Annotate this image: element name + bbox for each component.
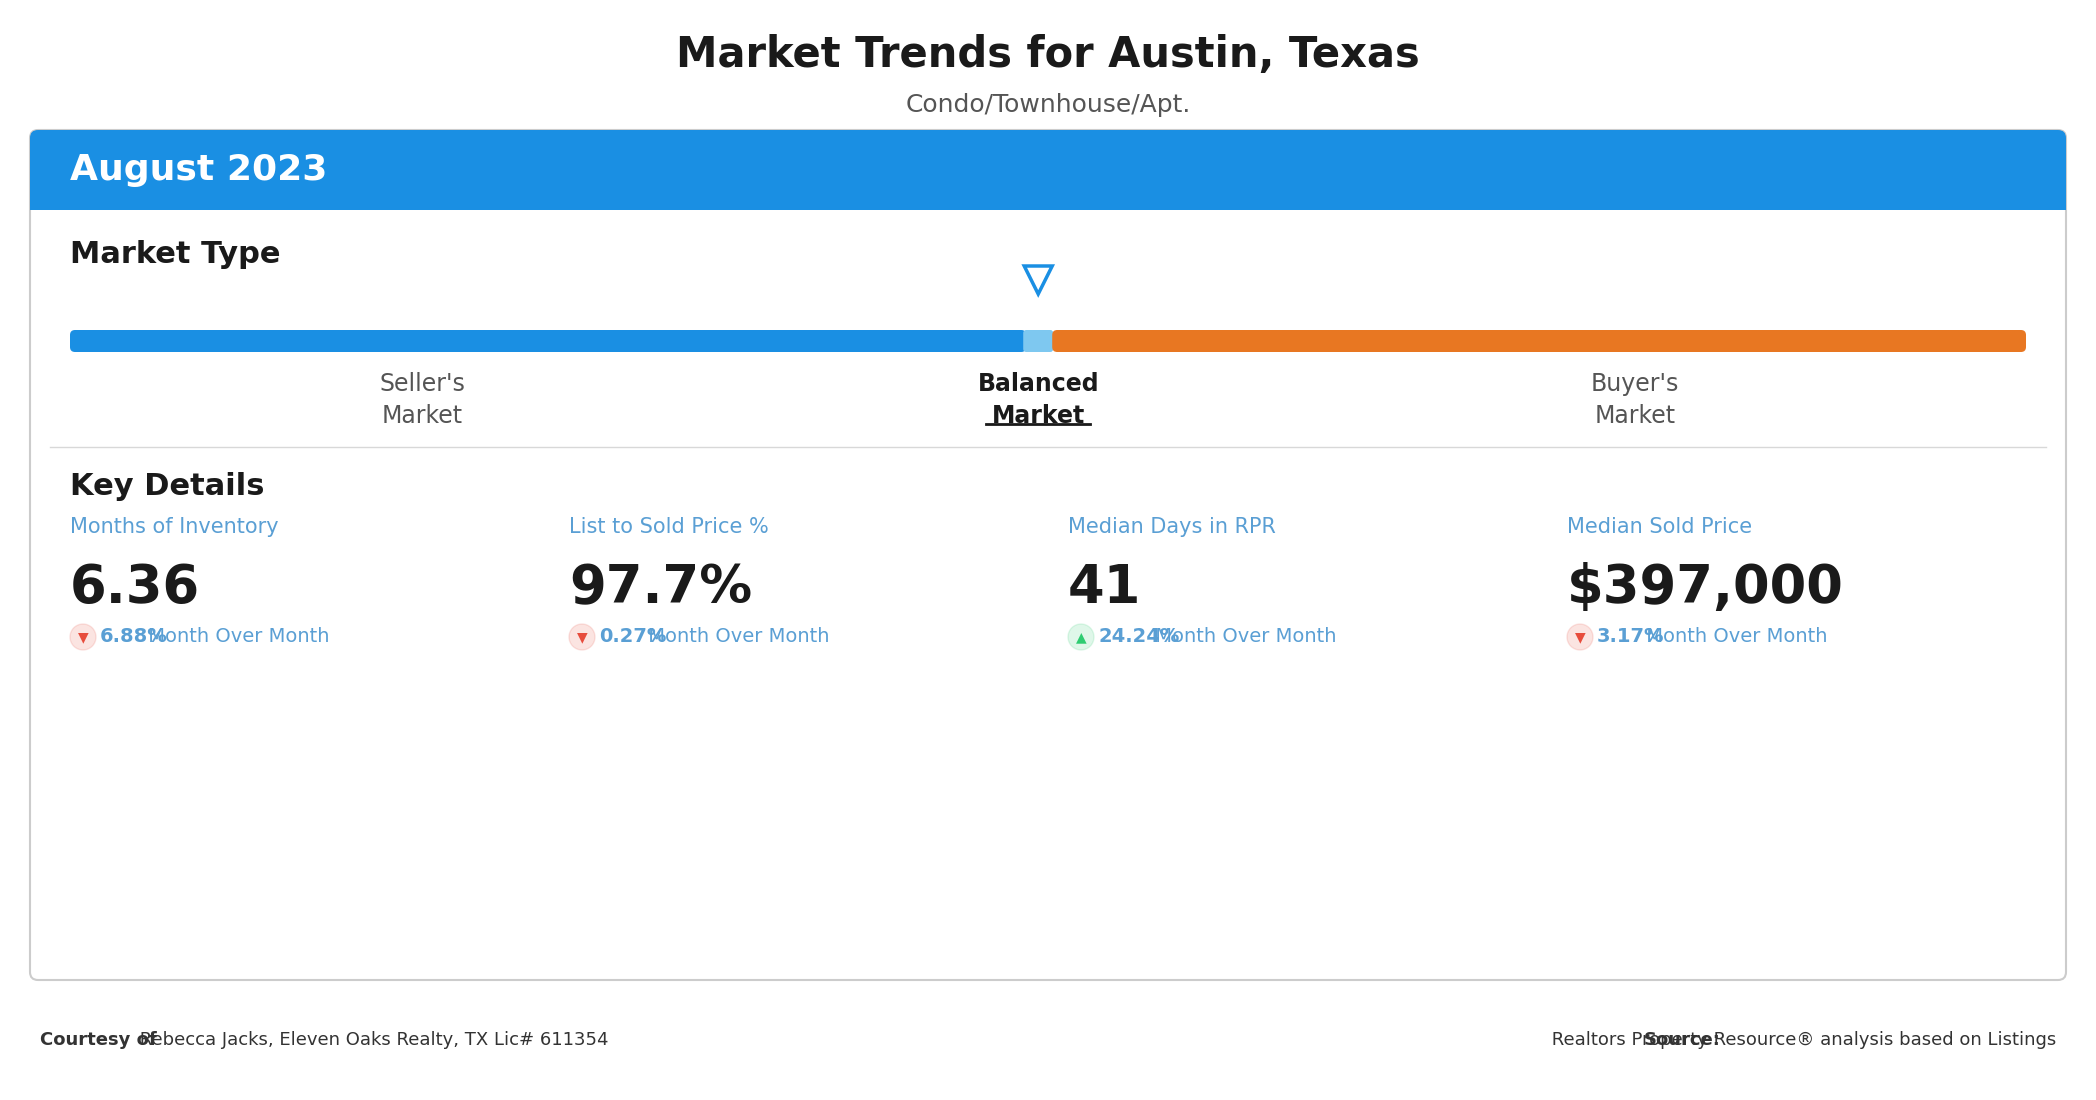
- Text: 6.36: 6.36: [69, 562, 201, 614]
- Text: 6.88%: 6.88%: [101, 627, 168, 647]
- Text: 97.7%: 97.7%: [568, 562, 752, 614]
- Text: Month Over Month: Month Over Month: [641, 627, 830, 647]
- Text: Month Over Month: Month Over Month: [1149, 627, 1337, 647]
- Text: Months of Inventory: Months of Inventory: [69, 517, 279, 537]
- Polygon shape: [1025, 266, 1052, 294]
- Text: 3.17%: 3.17%: [1597, 627, 1664, 647]
- Text: Condo/Townhouse/Apt.: Condo/Townhouse/Apt.: [905, 94, 1191, 117]
- Text: Key Details: Key Details: [69, 472, 264, 500]
- Text: Seller's
Market: Seller's Market: [379, 372, 465, 428]
- Text: ▲: ▲: [1075, 630, 1086, 644]
- Text: List to Sold Price %: List to Sold Price %: [568, 517, 769, 537]
- Text: 24.24%: 24.24%: [1098, 627, 1180, 647]
- FancyBboxPatch shape: [29, 130, 2067, 210]
- Circle shape: [69, 624, 96, 650]
- Text: Month Over Month: Month Over Month: [143, 627, 329, 647]
- Text: Buyer's
Market: Buyer's Market: [1591, 372, 1679, 428]
- Text: Market Trends for Austin, Texas: Market Trends for Austin, Texas: [677, 34, 1419, 76]
- Text: August 2023: August 2023: [69, 153, 327, 187]
- Text: 0.27%: 0.27%: [599, 627, 667, 647]
- Text: Month Over Month: Month Over Month: [1639, 627, 1828, 647]
- Circle shape: [1568, 624, 1593, 650]
- FancyBboxPatch shape: [69, 330, 1027, 352]
- Text: Median Sold Price: Median Sold Price: [1568, 517, 1752, 537]
- Text: ▼: ▼: [78, 630, 88, 644]
- Text: Source:: Source:: [1643, 1031, 1721, 1049]
- FancyBboxPatch shape: [1052, 330, 2027, 352]
- Text: Median Days in RPR: Median Days in RPR: [1069, 517, 1276, 537]
- FancyBboxPatch shape: [29, 130, 2067, 980]
- Text: 41: 41: [1069, 562, 1142, 614]
- Circle shape: [1069, 624, 1094, 650]
- Text: ▼: ▼: [1574, 630, 1585, 644]
- Text: Courtesy of: Courtesy of: [40, 1031, 157, 1049]
- Text: ▼: ▼: [576, 630, 587, 644]
- FancyBboxPatch shape: [1023, 330, 1052, 352]
- FancyBboxPatch shape: [29, 170, 2067, 210]
- Text: Realtors Property Resource® analysis based on Listings: Realtors Property Resource® analysis bas…: [1545, 1031, 2056, 1049]
- Text: Rebecca Jacks, Eleven Oaks Realty, TX Lic# 611354: Rebecca Jacks, Eleven Oaks Realty, TX Li…: [134, 1031, 608, 1049]
- Circle shape: [568, 624, 595, 650]
- Text: $397,000: $397,000: [1568, 562, 1844, 614]
- Text: Market Type: Market Type: [69, 240, 281, 270]
- Text: Balanced
Market: Balanced Market: [977, 372, 1098, 428]
